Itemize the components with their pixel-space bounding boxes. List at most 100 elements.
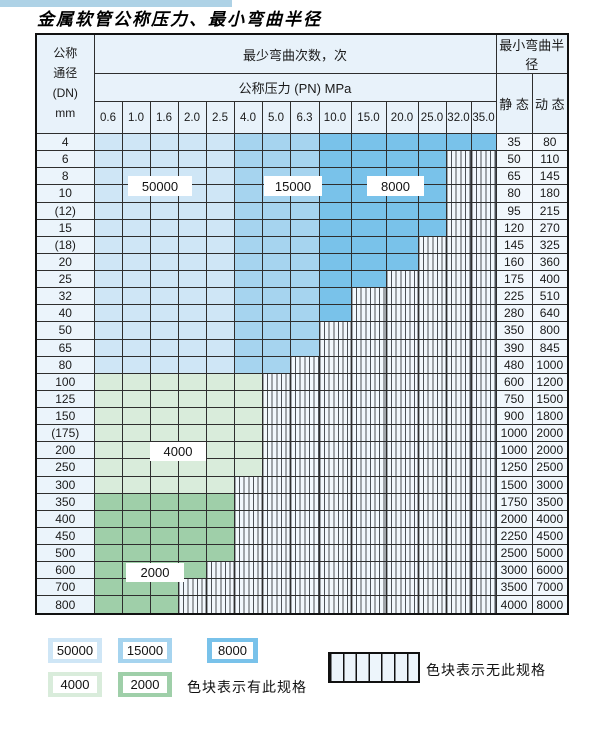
spec-cell (177, 389, 207, 409)
spec-cell (177, 543, 207, 563)
spec-cell (149, 218, 179, 237)
static-radius-cell: 160 (495, 252, 533, 272)
spec-cell (289, 201, 320, 220)
spec-cell (149, 595, 179, 615)
spec-cell (318, 150, 352, 169)
no-spec-cell (470, 372, 497, 391)
spec-cell (205, 458, 235, 477)
no-spec-cell (318, 475, 352, 494)
no-spec-cell (233, 475, 263, 494)
no-spec-cell (470, 424, 497, 443)
table-row: 700 3500 7000 (35, 578, 569, 597)
dn-cell: 450 (35, 526, 95, 546)
no-spec-cell (318, 595, 352, 615)
dynamic-radius-cell: 8000 (531, 595, 569, 615)
spec-cell (233, 132, 263, 152)
no-spec-cell (470, 304, 497, 323)
spec-cell (149, 509, 179, 528)
spec-cell (93, 424, 123, 443)
dynamic-radius-cell: 2500 (531, 458, 569, 477)
dynamic-radius-cell: 1500 (531, 389, 569, 409)
spec-cell (261, 269, 291, 289)
spec-cell (289, 218, 320, 237)
dn-cell: 300 (35, 475, 95, 494)
pressure-value-header-cell: 20.0 (385, 101, 419, 134)
spec-cell (93, 132, 123, 152)
spec-cell (149, 304, 179, 323)
spec-cell (205, 184, 235, 203)
page-title: 金属软管公称压力、最小弯曲半径 (37, 10, 322, 30)
no-spec-cell (470, 458, 497, 477)
spec-cell (121, 235, 151, 254)
cycles-label-2000: 2000 (126, 563, 184, 582)
no-spec-cell (470, 355, 497, 374)
spec-cell (205, 304, 235, 323)
spec-cell (177, 509, 207, 528)
static-radius-cell: 1750 (495, 492, 533, 511)
spec-cell (385, 235, 419, 254)
no-spec-cell (385, 338, 419, 357)
spec-cell (205, 218, 235, 237)
spec-cell (289, 150, 320, 169)
no-spec-cell (417, 509, 447, 528)
spec-cell (93, 406, 123, 426)
no-spec-cell (289, 458, 320, 477)
spec-cell (121, 595, 151, 615)
spec-cell (205, 132, 235, 152)
no-spec-cell (350, 338, 387, 357)
spec-cell (121, 389, 151, 409)
spec-cell (149, 526, 179, 546)
dynamic-radius-cell: 845 (531, 338, 569, 357)
dn-cell: 50 (35, 321, 95, 340)
dn-cell: 200 (35, 441, 95, 460)
header-row-pressure-values: 0.6 1.0 1.6 2.0 2.5 4.0 5.0 6.3 10.0 15.0 20.0 25.0… (36, 101, 568, 134)
dn-cell: 800 (35, 595, 95, 615)
no-spec-cell (470, 578, 497, 597)
table-row: 450 2250 4500 (35, 526, 569, 546)
no-spec-cell (289, 406, 320, 426)
no-spec-cell (417, 235, 447, 254)
spec-cell (93, 287, 123, 306)
dn-cell: (175) (35, 424, 95, 443)
no-spec-cell (233, 595, 263, 615)
no-spec-cell (261, 543, 291, 563)
dynamic-radius-cell: 3500 (531, 492, 569, 511)
legend-swatch-50000: 50000 (48, 638, 102, 663)
no-spec-cell (385, 595, 419, 615)
pressure-value-header-cell: 1.6 (149, 101, 179, 134)
no-spec-cell (233, 492, 263, 511)
spec-cell (385, 132, 419, 152)
no-spec-cell (350, 304, 387, 323)
legend-unavailable-note: 色块表示无此规格 (426, 662, 546, 678)
static-radius-cell: 50 (495, 150, 533, 169)
dn-cell: 40 (35, 304, 95, 323)
no-spec-cell (445, 492, 472, 511)
no-spec-cell (261, 372, 291, 391)
cycles-label-8000: 8000 (367, 176, 424, 196)
static-radius-cell: 145 (495, 235, 533, 254)
no-spec-cell (318, 561, 352, 580)
spec-cell (289, 338, 320, 357)
no-spec-cell (289, 595, 320, 615)
spec-cell (149, 235, 179, 254)
no-spec-cell (417, 338, 447, 357)
spec-cell (233, 150, 263, 169)
spec-cell (121, 458, 151, 477)
no-spec-cell (417, 424, 447, 443)
no-spec-cell (261, 475, 291, 494)
spec-cell (121, 475, 151, 494)
dn-cell: 350 (35, 492, 95, 511)
spec-cell (149, 132, 179, 152)
spec-cell (289, 304, 320, 323)
legend-no-spec-swatch (328, 652, 420, 683)
dn-cell: 500 (35, 543, 95, 563)
no-spec-cell (417, 406, 447, 426)
no-spec-cell (445, 509, 472, 528)
no-spec-cell (470, 509, 497, 528)
spec-cell (417, 218, 447, 237)
spec-cell (205, 509, 235, 528)
spec-cell (233, 372, 263, 391)
dynamic-radius-cell: 1800 (531, 406, 569, 426)
no-spec-cell (289, 509, 320, 528)
spec-cell (93, 458, 123, 477)
